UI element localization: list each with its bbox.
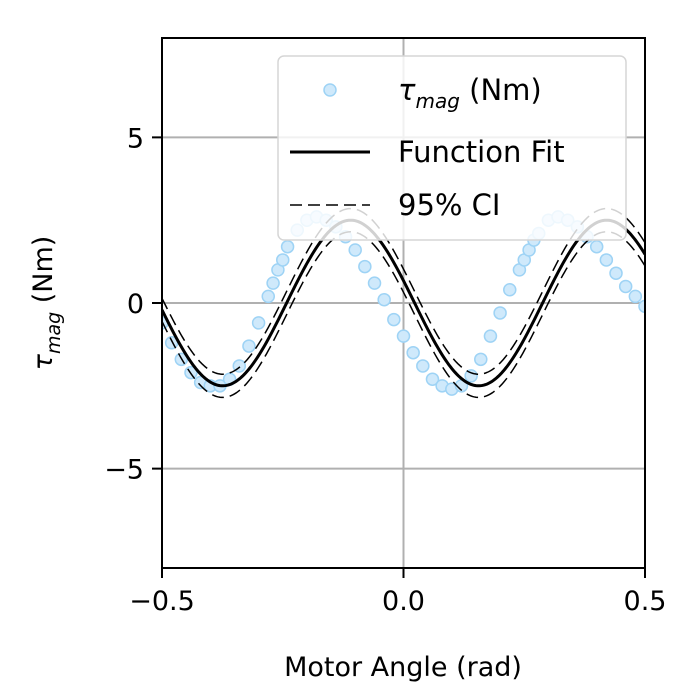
y-axis-label: τmag (Nm) — [28, 236, 65, 371]
legend: τmag (Nm) Function Fit 95% CI — [277, 55, 627, 241]
fit-line — [162, 218, 645, 388]
y-axis-unit: (Nm) — [28, 236, 59, 312]
scatter-point — [261, 289, 276, 304]
y-tick-label: 5 — [127, 123, 144, 154]
ci-lower-line — [162, 231, 645, 399]
legend-box — [277, 55, 627, 241]
scatter-point — [377, 292, 391, 307]
ci-upper-line — [162, 207, 645, 375]
scatter-point — [242, 339, 256, 353]
legend-marker-scatter — [323, 83, 337, 97]
x-tick-label: −0.5 — [129, 586, 195, 617]
legend-scatter-sub: mag — [415, 89, 459, 113]
legend-label-fit: Function Fit — [398, 135, 565, 169]
scatter-point — [251, 316, 266, 330]
y-tick-label: −5 — [104, 455, 144, 486]
y-tick-label: 0 — [127, 289, 144, 320]
scatter-point — [503, 283, 517, 297]
scatter-point — [276, 253, 290, 267]
x-tick-label: 0.5 — [624, 586, 667, 617]
ticks: −0.5 0.0 0.5 −5 0 5 — [104, 123, 666, 617]
scatter-point — [266, 276, 280, 290]
scatter-point — [387, 312, 401, 327]
legend-scatter-unit: (Nm) — [460, 73, 542, 107]
y-axis-symbol: τ — [28, 353, 59, 370]
scatter-point — [416, 359, 430, 373]
scatter-point — [396, 329, 411, 343]
scatter-point — [474, 352, 488, 367]
x-tick-label: 0.0 — [382, 586, 425, 617]
scatter-point — [493, 306, 507, 320]
y-axis-sub: mag — [43, 312, 65, 354]
legend-label-scatter: τmag (Nm) — [398, 73, 542, 113]
legend-scatter-symbol: τ — [398, 73, 416, 107]
scatter-point — [638, 299, 645, 314]
legend-label-ci: 95% CI — [398, 188, 500, 222]
scatter-point — [628, 289, 643, 304]
scatter-point — [367, 276, 382, 290]
scatter-point — [348, 243, 362, 257]
scatter-point — [464, 369, 478, 383]
scatter-point — [425, 372, 440, 386]
scatter-point — [589, 239, 604, 254]
scatter-point — [280, 239, 295, 254]
scatter-point — [609, 266, 623, 280]
scatter-point — [483, 329, 498, 343]
scatter-point — [406, 345, 420, 360]
x-axis-label: Motor Angle (rad) — [284, 652, 522, 683]
scatter-point — [358, 259, 372, 274]
scatter-point — [599, 253, 614, 267]
scatter-point — [618, 279, 633, 294]
fit-lines — [162, 207, 645, 399]
